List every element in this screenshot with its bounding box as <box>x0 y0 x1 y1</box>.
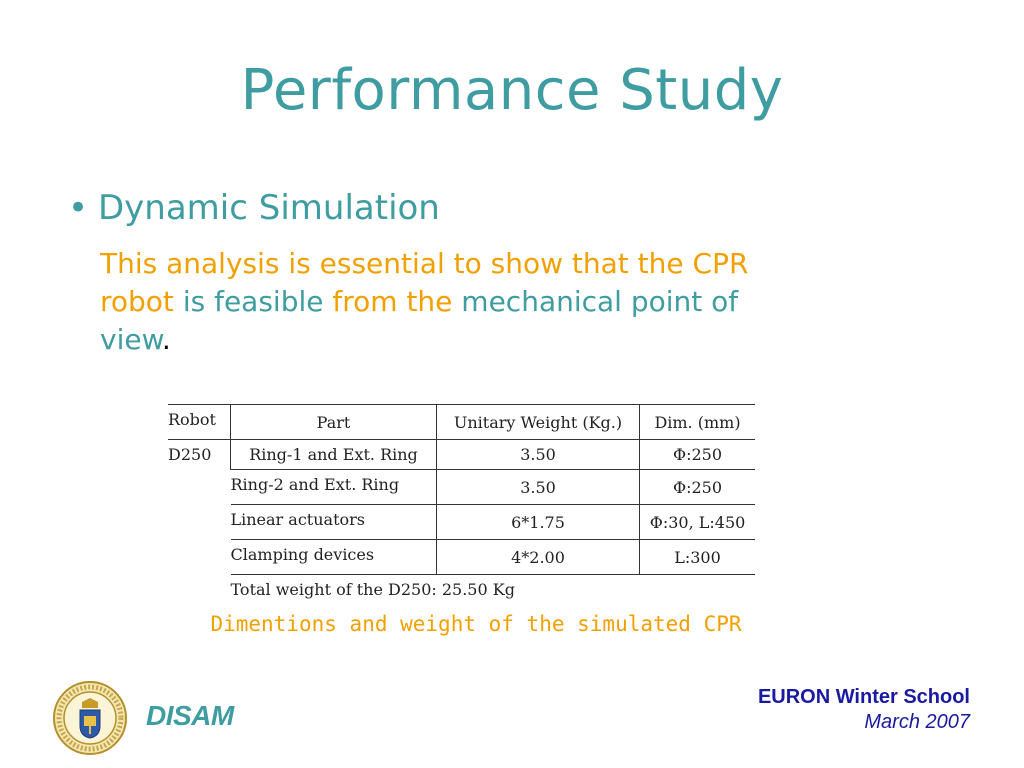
header-dim: Dim. (mm) <box>639 404 755 440</box>
footer-date: March 2007 <box>864 711 970 733</box>
table-header-row: Robot Part Unitary Weight (Kg.) Dim. (mm… <box>168 404 755 440</box>
body-word-feasible: is feasible <box>173 285 333 318</box>
cell-weight: 6*1.75 <box>436 504 640 540</box>
cell-weight: 3.50 <box>436 439 640 470</box>
cell-dim: Φ:250 <box>639 439 755 470</box>
disam-logo-text: DISAM <box>146 700 234 731</box>
table-caption: Dimentions and weight of the simulated C… <box>210 612 742 636</box>
cell-total: Total weight of the D250: 25.50 Kg <box>230 580 515 599</box>
bullet-text: Dynamic Simulation <box>98 188 440 228</box>
body-word-from-the: from the <box>332 285 453 318</box>
table-total-row: Total weight of the D250: 25.50 Kg <box>168 575 755 610</box>
body-period: . <box>161 323 171 356</box>
university-seal-icon <box>53 681 127 755</box>
footer-event: EURON Winter School <box>757 686 970 708</box>
header-part: Part <box>230 404 437 440</box>
cell-part: Ring-1 and Ext. Ring <box>230 439 437 470</box>
footer-info: EURON Winter School March 2007 <box>758 686 970 734</box>
body-paragraph: This analysis is essential to show that … <box>100 245 880 359</box>
body-word-robot: robot <box>100 285 174 318</box>
header-weight: Unitary Weight (Kg.) <box>436 404 640 440</box>
table-row: Ring-2 and Ext. Ring 3.50 Φ:250 <box>168 469 755 505</box>
weights-table: Robot Part Unitary Weight (Kg.) Dim. (mm… <box>168 404 755 609</box>
table-row: Linear actuators 6*1.75 Φ:30, L:450 <box>168 504 755 540</box>
table-row: Clamping devices 4*2.00 L:300 <box>168 539 755 575</box>
table-row: D250 Ring-1 and Ext. Ring 3.50 Φ:250 <box>168 439 755 470</box>
slide-title: Performance Study <box>240 58 784 123</box>
cell-robot: D250 <box>168 445 212 464</box>
cell-part: Linear actuators <box>230 504 437 540</box>
cell-dim: Φ:250 <box>639 469 755 505</box>
body-line-1: This analysis is essential to show that … <box>100 247 749 280</box>
bullet-item: • Dynamic Simulation <box>68 188 440 228</box>
cell-weight: 4*2.00 <box>436 539 640 575</box>
cell-dim: L:300 <box>639 539 755 575</box>
cell-dim: Φ:30, L:450 <box>639 504 755 540</box>
header-robot: Robot <box>168 404 231 440</box>
cell-part: Clamping devices <box>230 539 437 575</box>
cell-weight: 3.50 <box>436 469 640 505</box>
bullet-dot: • <box>68 188 89 228</box>
cell-part: Ring-2 and Ext. Ring <box>230 469 437 505</box>
body-word-mechanical: mechanical point of <box>452 285 739 318</box>
body-word-view: view <box>100 323 162 356</box>
